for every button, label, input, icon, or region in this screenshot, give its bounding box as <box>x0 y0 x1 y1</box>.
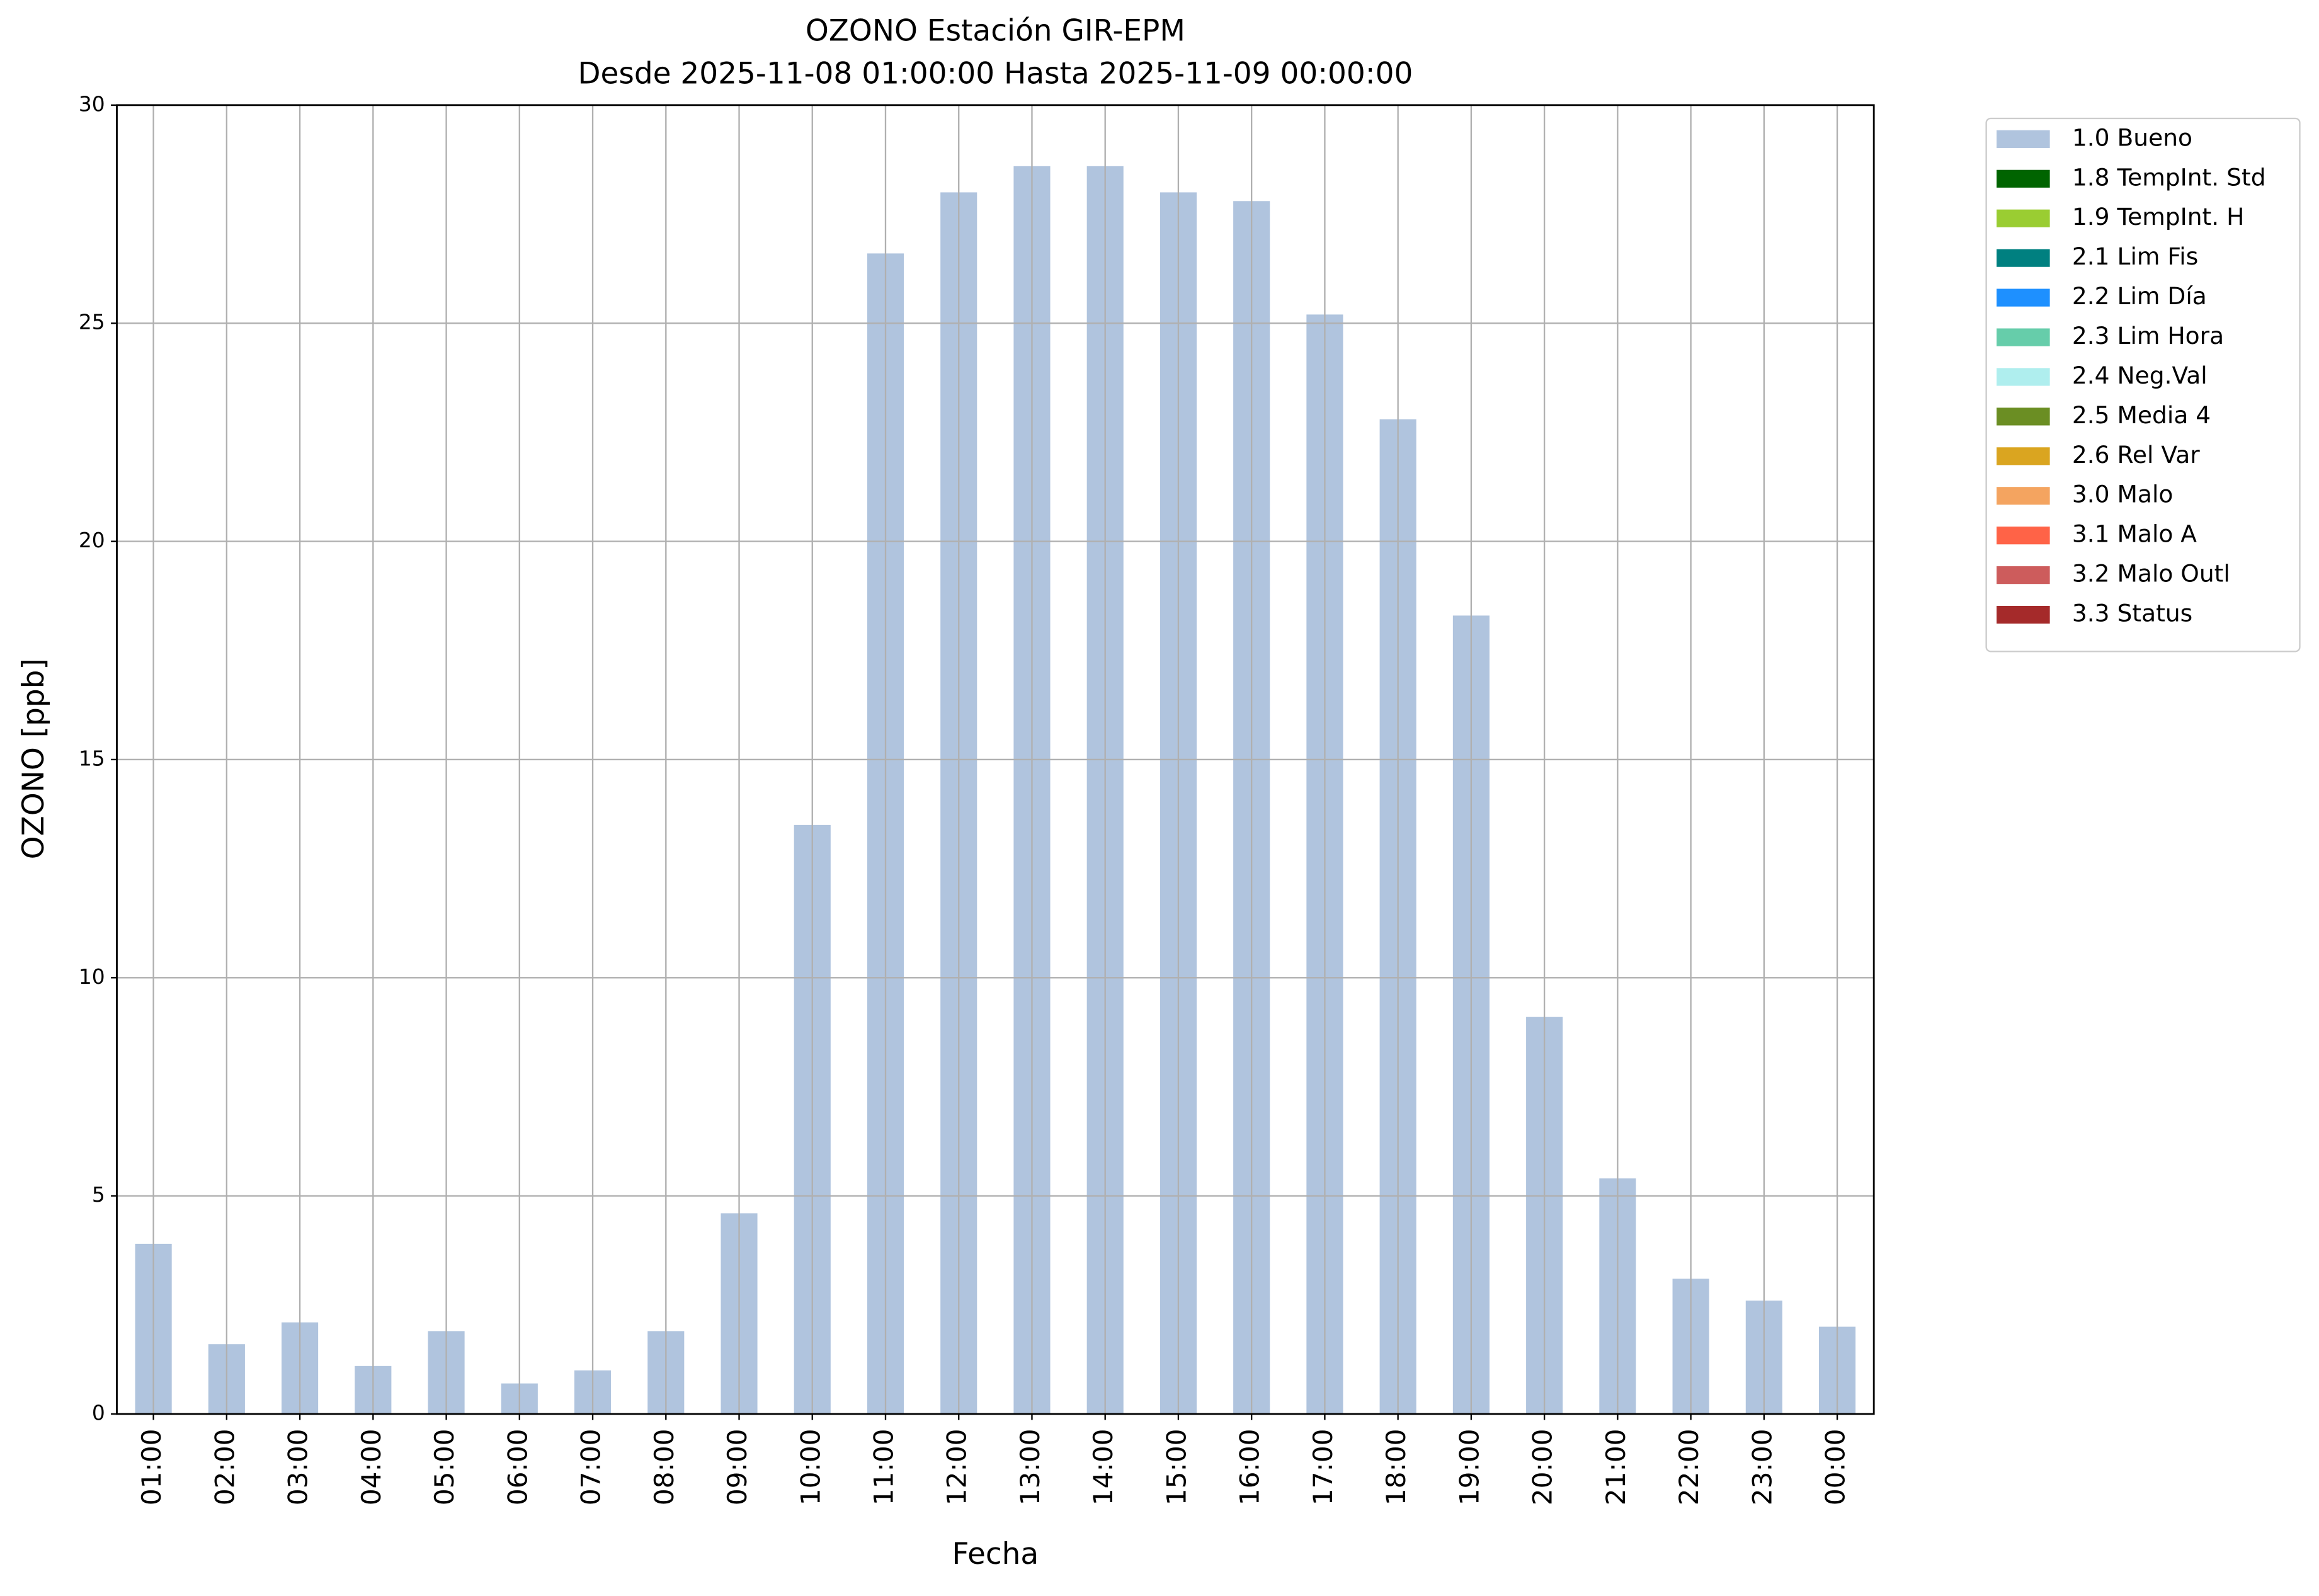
x-tick-label: 06:00 <box>502 1429 533 1506</box>
legend-label: 2.3 Lim Hora <box>2072 322 2224 350</box>
x-tick-label: 03:00 <box>283 1429 314 1506</box>
legend-label: 2.5 Media 4 <box>2072 401 2211 429</box>
x-tick-label: 19:00 <box>1454 1429 1484 1506</box>
legend-swatch <box>1997 447 2050 465</box>
legend-label: 3.3 Status <box>2072 600 2192 627</box>
x-tick-label: 05:00 <box>429 1429 460 1506</box>
legend-label: 2.2 Lim Día <box>2072 282 2207 310</box>
legend-swatch <box>1997 130 2050 148</box>
chart-title: OZONO Estación GIR-EPM <box>806 13 1185 48</box>
legend-swatch <box>1997 288 2050 307</box>
legend-label: 3.1 Malo A <box>2072 520 2197 548</box>
legend-swatch <box>1997 328 2050 346</box>
plot-frame <box>116 104 1875 1415</box>
y-tick-label: 0 <box>92 1401 105 1425</box>
x-tick-label: 12:00 <box>942 1429 972 1506</box>
chart-subtitle: Desde 2025-11-08 01:00:00 Hasta 2025-11-… <box>578 56 1413 91</box>
legend-label: 3.2 Malo Outl <box>2072 560 2230 588</box>
x-tick-label: 10:00 <box>795 1429 826 1506</box>
x-tick-label: 20:00 <box>1527 1429 1558 1506</box>
y-tick-label: 25 <box>79 310 105 334</box>
legend-label: 2.4 Neg.Val <box>2072 362 2208 389</box>
x-tick-label: 09:00 <box>722 1429 753 1506</box>
x-tick-label: 00:00 <box>1820 1429 1851 1506</box>
x-tick-label: 04:00 <box>356 1429 387 1506</box>
legend-swatch <box>1997 605 2050 624</box>
x-tick-label: 07:00 <box>576 1429 607 1506</box>
x-tick-label: 18:00 <box>1381 1429 1411 1506</box>
x-tick-label: 01:00 <box>136 1429 167 1506</box>
legend-label: 3.0 Malo <box>2072 481 2174 508</box>
x-tick-label: 16:00 <box>1234 1429 1265 1506</box>
legend-swatch <box>1997 209 2050 227</box>
legend-box <box>1985 117 2301 653</box>
y-tick-label: 20 <box>79 528 105 552</box>
y-tick-label: 15 <box>79 746 105 770</box>
x-tick-label: 02:00 <box>209 1429 240 1506</box>
x-tick-label: 22:00 <box>1673 1429 1704 1506</box>
legend-label: 2.1 Lim Fis <box>2072 242 2198 270</box>
y-tick-label: 5 <box>92 1182 105 1207</box>
x-tick-label: 11:00 <box>868 1429 899 1506</box>
legend-swatch <box>1997 566 2050 584</box>
legend-label: 1.8 TempInt. Std <box>2072 163 2266 191</box>
legend-swatch <box>1997 408 2050 426</box>
x-tick-label: 21:00 <box>1600 1429 1631 1506</box>
y-tick-label: 10 <box>79 964 105 989</box>
x-tick-label: 13:00 <box>1015 1429 1046 1506</box>
legend-swatch <box>1997 487 2050 505</box>
y-axis-label: OZONO [ppb] <box>16 658 51 859</box>
legend-swatch <box>1997 368 2050 386</box>
legend-label: 1.0 Bueno <box>2072 123 2192 151</box>
x-tick-label: 15:00 <box>1161 1429 1192 1506</box>
legend-swatch <box>1997 527 2050 545</box>
x-tick-label: 17:00 <box>1308 1429 1338 1506</box>
y-tick-label: 30 <box>79 91 105 116</box>
x-tick-label: 08:00 <box>649 1429 680 1506</box>
legend-label: 1.9 TempInt. H <box>2072 203 2245 231</box>
x-axis-label: Fecha <box>952 1537 1039 1571</box>
legend-swatch <box>1997 169 2050 188</box>
legend-label: 2.6 Rel Var <box>2072 441 2200 469</box>
legend-swatch <box>1997 249 2050 267</box>
x-tick-label: 14:00 <box>1088 1429 1119 1506</box>
x-tick-label: 23:00 <box>1746 1429 1777 1506</box>
